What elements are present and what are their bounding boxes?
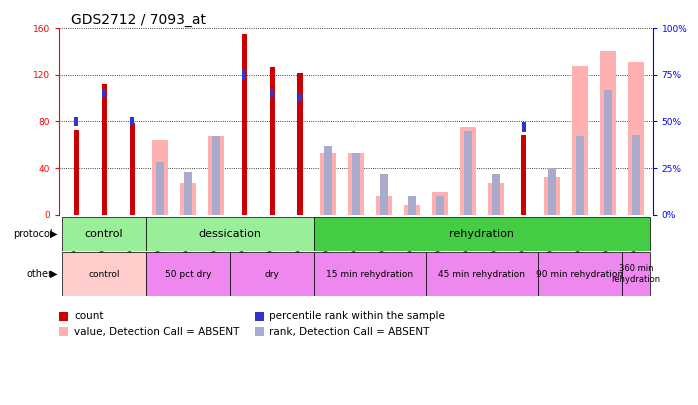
Bar <box>74 117 78 126</box>
Bar <box>548 168 556 215</box>
Bar <box>622 252 650 296</box>
Bar <box>314 252 426 296</box>
Text: control: control <box>89 270 120 279</box>
Bar <box>572 66 588 215</box>
Bar <box>102 84 107 215</box>
Bar <box>376 196 392 215</box>
Bar <box>146 252 230 296</box>
Bar <box>348 153 364 215</box>
Bar <box>628 62 644 215</box>
Bar <box>426 252 538 296</box>
Text: count: count <box>74 311 103 321</box>
Bar <box>242 34 246 215</box>
Text: dessication: dessication <box>198 229 262 239</box>
Text: rehydration: rehydration <box>450 229 514 239</box>
Text: ▶: ▶ <box>50 229 57 239</box>
Bar <box>522 122 526 132</box>
Bar <box>432 192 447 215</box>
Bar <box>156 162 164 215</box>
Bar <box>600 51 616 215</box>
Text: 360 min
rehydration: 360 min rehydration <box>611 264 660 284</box>
Bar <box>209 136 224 215</box>
Bar <box>521 135 526 215</box>
Bar <box>297 72 302 215</box>
Bar <box>102 89 106 98</box>
Bar <box>463 131 472 215</box>
Text: other: other <box>27 269 52 279</box>
Text: 15 min rehydration: 15 min rehydration <box>327 270 413 279</box>
Bar <box>491 174 500 215</box>
Text: control: control <box>84 229 124 239</box>
Bar <box>324 146 332 215</box>
Text: rank, Detection Call = ABSENT: rank, Detection Call = ABSENT <box>269 327 430 337</box>
Bar <box>130 117 134 126</box>
Bar <box>298 93 302 102</box>
Bar <box>269 67 274 215</box>
Text: dry: dry <box>265 270 279 279</box>
Text: GDS2712 / 7093_at: GDS2712 / 7093_at <box>71 13 206 27</box>
Bar <box>242 70 246 79</box>
Bar <box>408 196 416 215</box>
Bar <box>180 183 195 215</box>
Bar <box>212 136 221 215</box>
Bar <box>73 130 79 215</box>
Text: 90 min rehydration: 90 min rehydration <box>536 270 623 279</box>
Bar <box>230 252 314 296</box>
Bar <box>152 140 168 215</box>
Bar <box>460 127 475 215</box>
Text: percentile rank within the sample: percentile rank within the sample <box>269 311 445 321</box>
Bar <box>146 217 314 251</box>
Bar <box>352 153 360 215</box>
Text: 45 min rehydration: 45 min rehydration <box>438 270 526 279</box>
Bar <box>604 90 612 215</box>
Bar <box>314 217 650 251</box>
Text: value, Detection Call = ABSENT: value, Detection Call = ABSENT <box>74 327 239 337</box>
Bar <box>538 252 622 296</box>
Bar <box>404 205 419 215</box>
Text: protocol: protocol <box>13 229 52 239</box>
Bar <box>320 153 336 215</box>
Bar <box>130 123 135 215</box>
Bar <box>632 134 640 215</box>
Bar <box>576 136 584 215</box>
Bar <box>62 217 146 251</box>
Text: ▶: ▶ <box>50 269 57 279</box>
Bar <box>380 174 388 215</box>
Bar <box>270 89 274 98</box>
Bar <box>544 177 560 215</box>
Bar <box>184 172 192 215</box>
Text: 50 pct dry: 50 pct dry <box>165 270 211 279</box>
Bar <box>62 252 146 296</box>
Bar <box>488 183 503 215</box>
Bar <box>436 196 444 215</box>
